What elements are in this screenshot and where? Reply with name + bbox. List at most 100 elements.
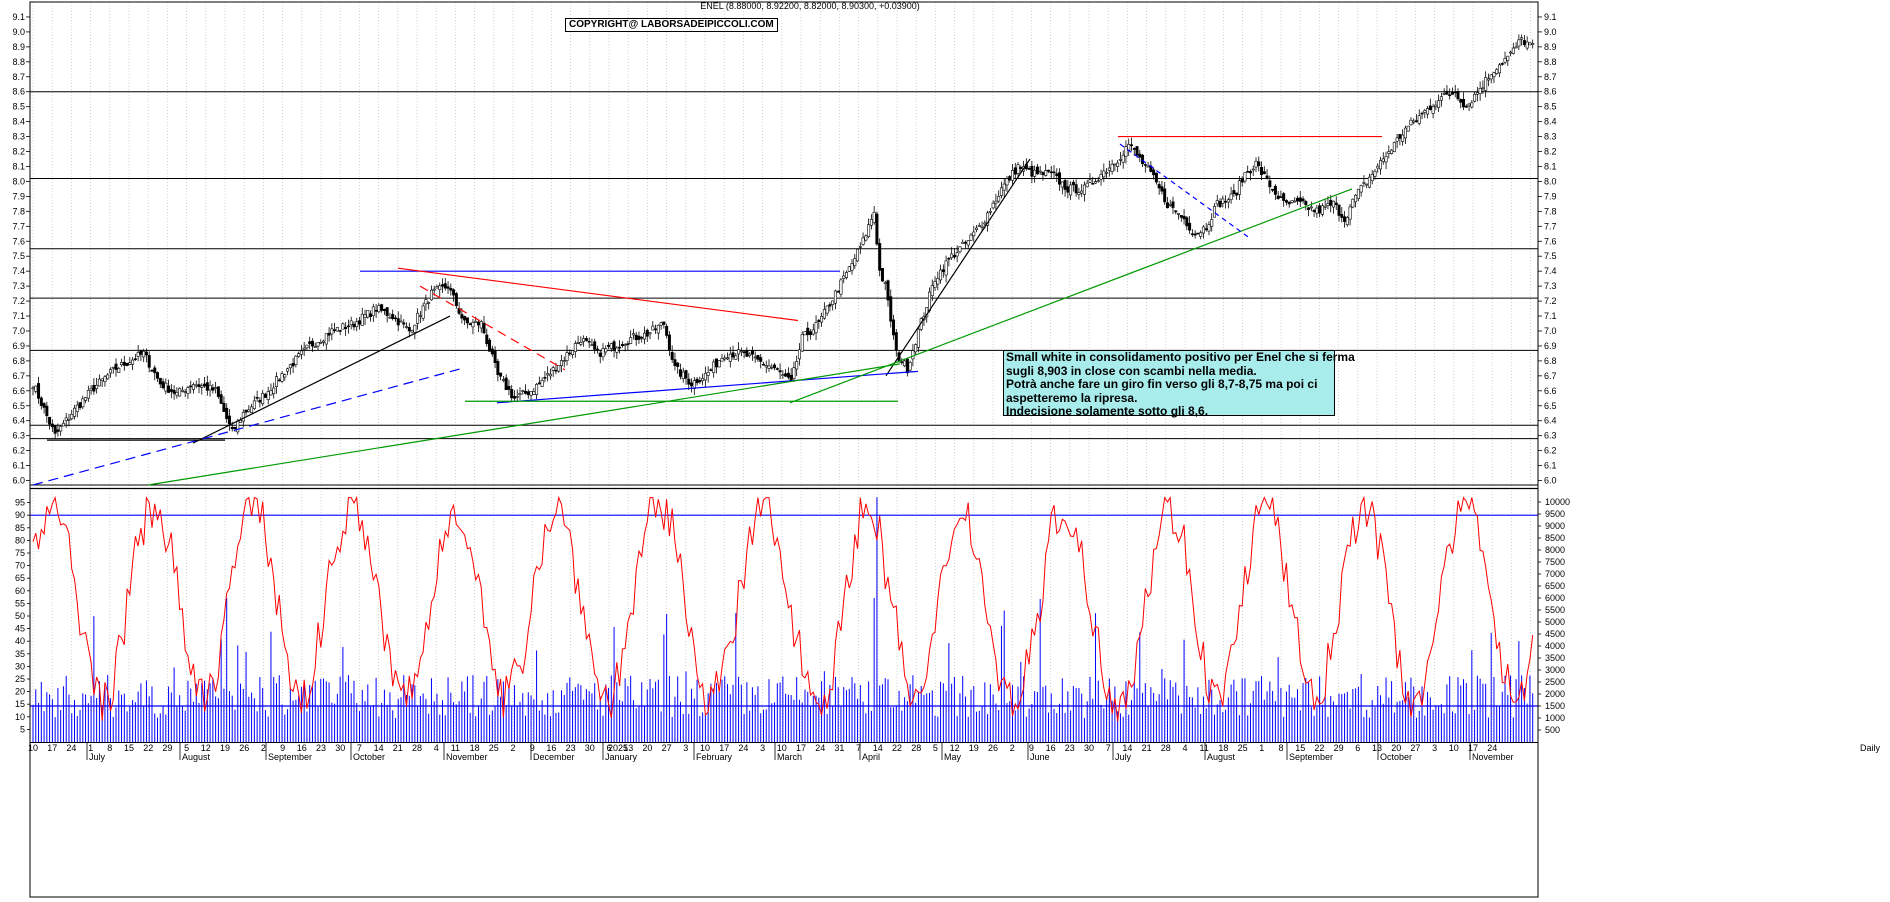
x-tick-label: 21: [1142, 743, 1152, 753]
candle-body: [1307, 207, 1311, 210]
candle-body: [831, 300, 835, 305]
candle-body: [1011, 170, 1015, 181]
candle-body: [1340, 214, 1344, 218]
x-month-label: May: [944, 752, 962, 762]
candle-body: [56, 429, 60, 432]
candle-body: [894, 332, 898, 351]
candle-body: [316, 342, 320, 347]
candle-body: [997, 196, 1001, 202]
candle-body: [133, 358, 137, 361]
candle-body: [698, 380, 702, 383]
price-tick-label: 6.8: [12, 356, 25, 366]
candle-body: [1395, 137, 1399, 142]
candle-body: [50, 423, 54, 428]
price-tick-label: 8.2: [12, 147, 25, 157]
candle-body: [286, 368, 290, 372]
candle-body: [1224, 200, 1228, 203]
candle-body: [1492, 72, 1496, 78]
candle-body: [465, 317, 469, 324]
x-tick-label: 8: [1278, 743, 1283, 753]
candle-body: [640, 337, 644, 339]
candle-body: [584, 338, 588, 341]
x-tick-label: 23: [316, 743, 326, 753]
candle-body: [1470, 102, 1474, 108]
candle-body: [977, 225, 981, 227]
stoch-tick-label: 80: [15, 535, 25, 545]
candle-body: [952, 255, 956, 258]
candle-body: [460, 314, 464, 319]
candle-body: [1063, 180, 1067, 190]
candle-body: [474, 321, 478, 323]
x-tick-label: 14: [374, 743, 384, 753]
x-tick-label: 21: [393, 743, 403, 753]
x-tick-label: 19: [220, 743, 230, 753]
candle-body: [1409, 119, 1413, 126]
candle-body: [1392, 141, 1396, 152]
volume-tick-label: 3500: [1545, 653, 1565, 663]
candle-body: [900, 361, 904, 364]
x-tick-label: 30: [335, 743, 345, 753]
volume-tick-label: 1500: [1545, 701, 1565, 711]
candle-body: [1315, 207, 1319, 214]
candle-body: [593, 341, 597, 350]
price-tick-label: 6.7: [12, 371, 25, 381]
candle-body: [219, 394, 223, 404]
candle-body: [1417, 115, 1421, 124]
candle-body: [48, 416, 52, 425]
candle-body: [363, 314, 367, 318]
x-tick-label: 17: [1468, 743, 1478, 753]
candle-body: [1373, 170, 1377, 177]
price-candles: [31, 34, 1535, 439]
candle-body: [45, 405, 49, 417]
candle-body: [1260, 166, 1264, 176]
candle-body: [205, 382, 209, 391]
x-month-label: September: [1289, 752, 1333, 762]
candle-body: [1439, 96, 1443, 101]
candle-body: [1481, 87, 1485, 90]
price-tick-label: 8.7: [1544, 72, 1557, 82]
candle-body: [784, 373, 788, 377]
x-tick-label: 22: [143, 743, 153, 753]
volume-tick-label: 8000: [1545, 545, 1565, 555]
candle-body: [369, 313, 373, 317]
candle-body: [410, 330, 414, 333]
candle-body: [31, 387, 35, 390]
candle-body: [618, 346, 622, 349]
candle-body: [1138, 153, 1142, 158]
x-tick-label: 3: [1432, 743, 1437, 753]
candle-body: [1235, 192, 1239, 196]
candle-body: [930, 285, 934, 297]
candle-body: [158, 377, 162, 385]
candle-body: [889, 296, 893, 322]
candle-body: [1331, 200, 1335, 208]
candle-body: [1251, 168, 1255, 171]
price-tick-label: 6.7: [1544, 371, 1557, 381]
candle-body: [673, 359, 677, 366]
x-tick-label: 3: [683, 743, 688, 753]
candle-body: [161, 381, 165, 389]
candle-body: [717, 360, 721, 368]
candle-body: [916, 328, 920, 348]
price-tick-label: 7.2: [12, 296, 25, 306]
x-tick-label: 11: [451, 743, 460, 753]
x-tick-label: 24: [815, 743, 825, 753]
volume-tick-label: 10000: [1545, 497, 1570, 507]
stoch-tick-label: 65: [15, 573, 25, 583]
x-tick-label: 17: [47, 743, 57, 753]
candle-body: [933, 281, 937, 288]
candle-body: [1060, 181, 1064, 188]
candle-body: [233, 426, 237, 430]
candle-body: [753, 356, 757, 359]
candle-body: [1096, 180, 1100, 182]
x-period-label: Daily: [1860, 743, 1881, 753]
candle-body: [39, 397, 43, 406]
candle-body: [607, 344, 611, 347]
candle-body: [108, 369, 112, 374]
candle-body: [598, 352, 602, 357]
candle-body: [684, 370, 688, 379]
price-tick-label: 7.4: [12, 266, 25, 276]
candle-body: [714, 358, 718, 368]
price-tick-label: 6.4: [12, 416, 25, 426]
candle-body: [482, 322, 486, 334]
candle-body: [587, 340, 591, 343]
